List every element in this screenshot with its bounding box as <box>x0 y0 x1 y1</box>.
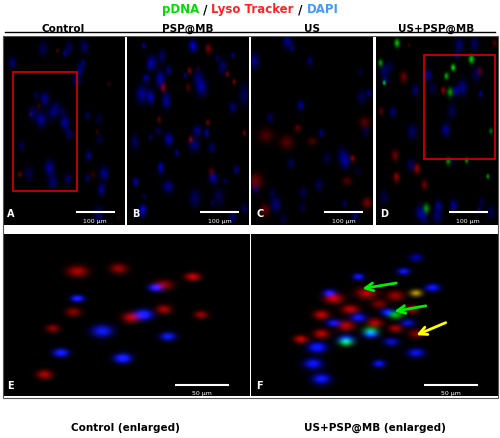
Text: Control (enlarged): Control (enlarged) <box>70 422 180 432</box>
Text: C: C <box>256 208 264 218</box>
Text: 100 μm: 100 μm <box>456 219 480 224</box>
Text: pDNA: pDNA <box>162 4 199 16</box>
Text: E: E <box>8 380 14 390</box>
Text: US: US <box>304 24 320 33</box>
Text: 100 μm: 100 μm <box>332 219 356 224</box>
Text: F: F <box>256 380 263 390</box>
Bar <box>14 73 77 192</box>
Text: Lyso Tracker: Lyso Tracker <box>212 4 294 16</box>
Text: US+PSP@MB: US+PSP@MB <box>398 23 474 33</box>
Text: 50 μm: 50 μm <box>441 390 460 395</box>
Bar <box>424 56 495 159</box>
Text: /: / <box>199 4 211 16</box>
Text: 100 μm: 100 μm <box>208 219 232 224</box>
Text: PSP@MB: PSP@MB <box>162 23 214 33</box>
Text: /: / <box>294 4 306 16</box>
Text: Control: Control <box>42 24 85 33</box>
Text: B: B <box>132 208 139 218</box>
Text: D: D <box>380 208 388 218</box>
Text: DAPI: DAPI <box>306 4 338 16</box>
Text: 50 μm: 50 μm <box>192 390 212 395</box>
Text: A: A <box>8 208 15 218</box>
Text: US+PSP@MB (enlarged): US+PSP@MB (enlarged) <box>304 422 446 432</box>
Text: 100 μm: 100 μm <box>83 219 107 224</box>
